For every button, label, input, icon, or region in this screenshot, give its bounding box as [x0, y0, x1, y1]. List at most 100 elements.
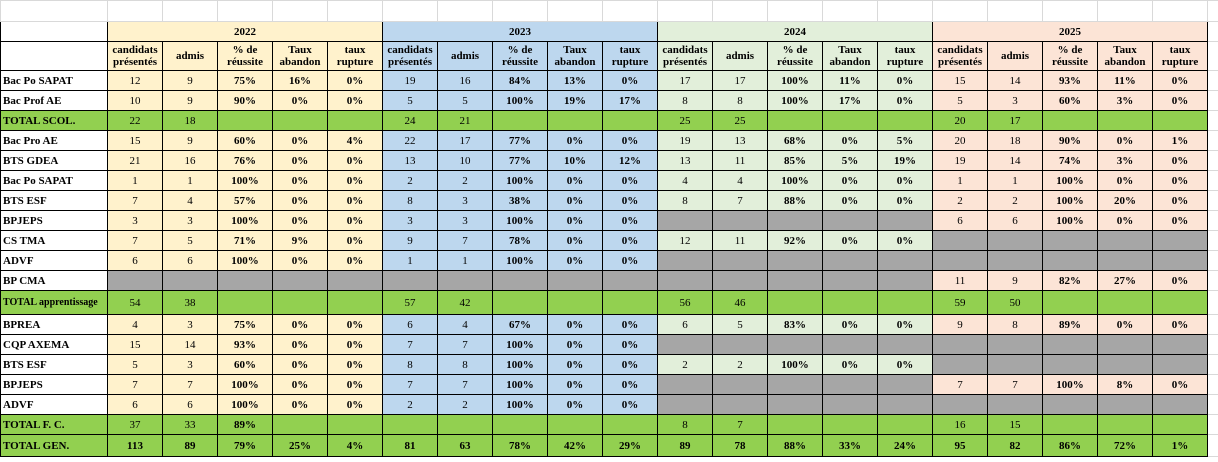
value-cell: 0%	[602, 190, 658, 211]
cell	[1207, 130, 1218, 151]
empty-cell	[657, 210, 713, 231]
value-cell: 7	[932, 374, 988, 395]
value-cell: 84%	[492, 70, 548, 91]
value-cell: 17%	[602, 90, 658, 111]
value-cell: 1	[437, 250, 493, 271]
value-cell: 17	[437, 130, 493, 151]
empty-cell	[1097, 290, 1153, 315]
value-cell: 0%	[602, 210, 658, 231]
value-cell: 2	[437, 394, 493, 415]
empty-cell	[1097, 394, 1153, 415]
value-cell: 13	[382, 150, 438, 171]
empty-cell	[547, 110, 603, 131]
value-cell: 17	[657, 70, 713, 91]
cell	[1207, 250, 1218, 271]
empty-cell	[822, 210, 878, 231]
value-cell: 72%	[1097, 434, 1153, 457]
value-cell: 13	[657, 150, 713, 171]
value-cell: 0%	[1152, 314, 1208, 335]
row: Bac Po SAPAT 1 1 100% 0% 0% 2 2 100% 0% 0% 4 4 100% 0%…	[0, 170, 1218, 191]
value-cell: 7	[712, 190, 768, 211]
value-cell: 100%	[492, 354, 548, 375]
empty-cell	[712, 270, 768, 291]
value-cell: 95	[932, 434, 988, 457]
value-cell: 0%	[547, 334, 603, 355]
empty-cell	[932, 334, 988, 355]
empty-cell	[767, 210, 823, 231]
value-cell: 0%	[547, 374, 603, 395]
empty-cell	[932, 230, 988, 251]
value-cell: 4%	[327, 130, 383, 151]
value-cell: 6	[162, 250, 218, 271]
value-cell: 13	[712, 130, 768, 151]
value-cell: 17%	[822, 90, 878, 111]
column-header: candidats présentés	[932, 41, 988, 71]
cell	[1207, 110, 1218, 131]
empty-cell	[1097, 230, 1153, 251]
value-cell: 100%	[492, 250, 548, 271]
value-cell: 0%	[272, 130, 328, 151]
empty-cell	[602, 290, 658, 315]
total-row: TOTAL SCOL. 22 18 24 21 25 25 20 17	[0, 110, 1218, 131]
empty-cell	[1042, 394, 1098, 415]
value-cell: 0%	[547, 230, 603, 251]
value-cell: 100%	[1042, 190, 1098, 211]
value-cell: 38	[162, 290, 218, 315]
cell	[0, 0, 108, 22]
value-cell: 18	[162, 110, 218, 131]
cell	[932, 0, 988, 22]
value-cell: 63	[437, 434, 493, 457]
value-cell: 7	[712, 414, 768, 435]
empty-cell	[382, 414, 438, 435]
row: BP CMA 11 9 82% 27% 0%	[0, 270, 1218, 291]
value-cell: 0%	[602, 314, 658, 335]
value-cell: 9%	[272, 230, 328, 251]
value-cell: 77%	[492, 130, 548, 151]
value-cell: 3	[107, 210, 163, 231]
empty-cell	[822, 290, 878, 315]
value-cell: 0%	[272, 374, 328, 395]
value-cell: 100%	[767, 354, 823, 375]
value-cell: 4	[712, 170, 768, 191]
value-cell: 1	[382, 250, 438, 271]
value-cell: 22	[107, 110, 163, 131]
value-cell: 0%	[327, 314, 383, 335]
empty-cell	[162, 270, 218, 291]
value-cell: 100%	[217, 170, 273, 191]
value-cell: 4%	[327, 434, 383, 457]
column-header: % de réussite	[767, 41, 823, 71]
value-cell: 3%	[1097, 150, 1153, 171]
value-cell: 3	[437, 190, 493, 211]
empty-cell	[877, 394, 933, 415]
value-cell: 25	[712, 110, 768, 131]
value-cell: 0%	[327, 150, 383, 171]
empty-cell	[272, 270, 328, 291]
value-cell: 0%	[1097, 314, 1153, 335]
value-cell: 1%	[1152, 434, 1208, 457]
total-row: TOTAL GEN. 113 89 79% 25% 4% 81 63 78% 42% 29% 89 78…	[0, 434, 1218, 457]
value-cell: 2	[987, 190, 1043, 211]
value-cell: 46	[712, 290, 768, 315]
empty-cell	[1042, 290, 1098, 315]
empty-cell	[327, 270, 383, 291]
value-cell: 6	[107, 250, 163, 271]
row: BPREA 4 3 75% 0% 0% 6 4 67% 0% 0% 6 5 83% 0% 0% 9 8 89% 0% 0…	[0, 314, 1218, 335]
column-header: % de réussite	[492, 41, 548, 71]
row-label: ADVF	[0, 394, 108, 415]
value-cell: 0%	[327, 250, 383, 271]
value-cell: 0%	[547, 170, 603, 191]
column-header: taux rupture	[327, 41, 383, 71]
value-cell: 0%	[547, 130, 603, 151]
value-cell: 77%	[492, 150, 548, 171]
value-cell: 15	[107, 334, 163, 355]
value-cell: 60%	[1042, 90, 1098, 111]
cell	[492, 0, 548, 22]
value-cell: 0%	[547, 354, 603, 375]
empty-cell	[767, 394, 823, 415]
value-cell: 89	[162, 434, 218, 457]
empty-cell	[657, 270, 713, 291]
empty-cell	[217, 110, 273, 131]
value-cell: 113	[107, 434, 163, 457]
value-cell: 9	[162, 70, 218, 91]
